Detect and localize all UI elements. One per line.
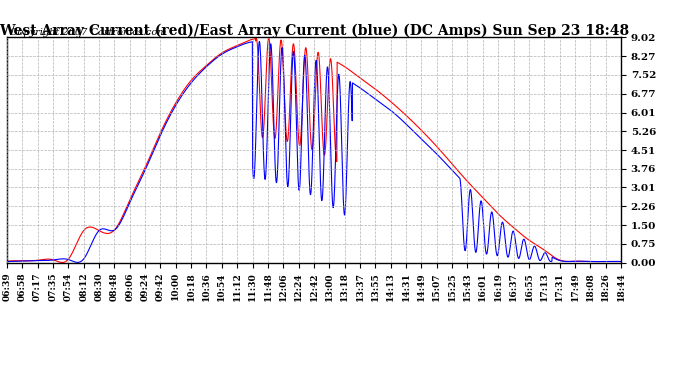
Text: Copyright 2007 Cartronics.com: Copyright 2007 Cartronics.com bbox=[10, 28, 166, 37]
Title: West Array Current (red)/East Array Current (blue) (DC Amps) Sun Sep 23 18:48: West Array Current (red)/East Array Curr… bbox=[0, 23, 629, 38]
